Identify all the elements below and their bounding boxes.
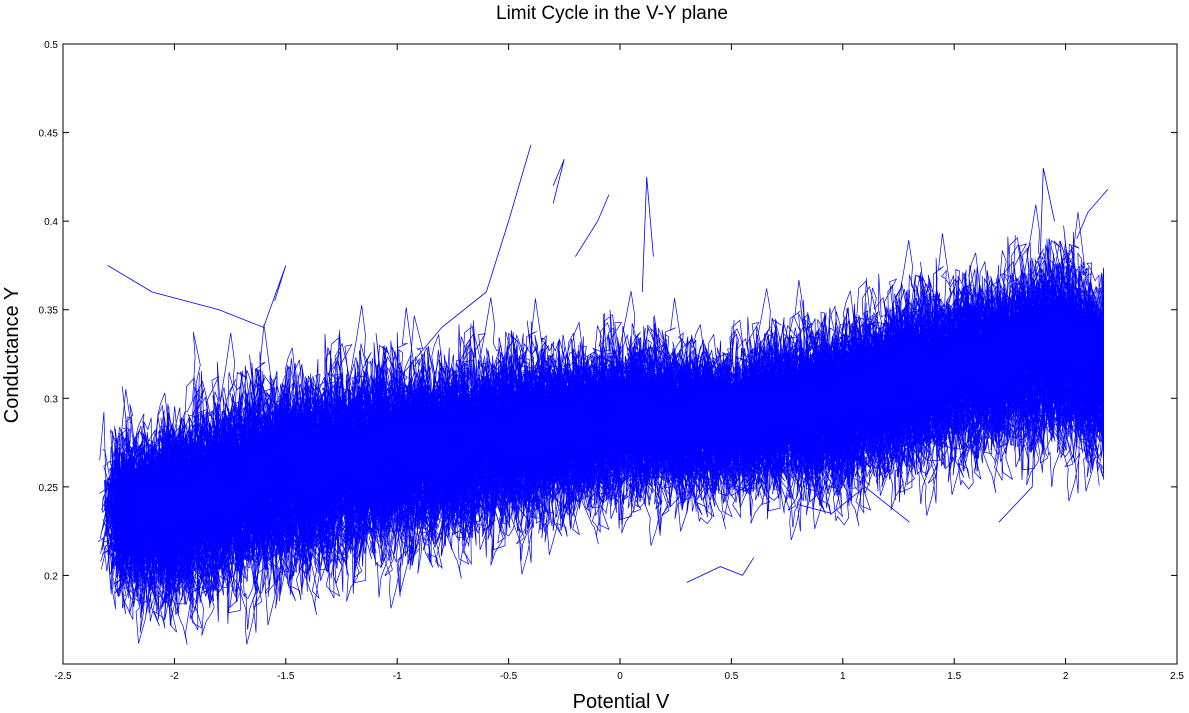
y-tick-label: 0.2 [44, 571, 58, 582]
y-tick-label: 0.45 [39, 129, 59, 140]
plot-area [97, 144, 1109, 645]
x-tick-label: 1 [840, 671, 846, 682]
x-tick-label: -2.5 [54, 671, 72, 682]
x-tick-label: 0.5 [724, 671, 738, 682]
outlier-trace [552, 158, 565, 204]
outlier-trace [798, 486, 910, 523]
y-tick-label: 0.5 [44, 40, 58, 51]
y-axis-title: Conductance Y [1, 287, 23, 423]
trajectory-line [121, 271, 1104, 587]
y-tick-label: 0.35 [39, 306, 59, 317]
outlier-trace [641, 176, 654, 293]
x-tick-label: -2 [170, 671, 179, 682]
trajectory-line [114, 238, 1104, 557]
x-tick-label: 2 [1063, 671, 1069, 682]
outlier-trace [1076, 189, 1109, 240]
x-tick-label: 1.5 [947, 671, 961, 682]
x-tick-label: -0.5 [500, 671, 518, 682]
x-tick-label: 2.5 [1170, 671, 1184, 682]
trajectory-line [113, 225, 1104, 602]
outlier-trace [686, 557, 755, 583]
outlier-trace [396, 144, 532, 381]
outlier-trace [998, 167, 1055, 523]
trajectory-line [100, 294, 1103, 592]
chart-title: Limit Cycle in the V-Y plane [496, 3, 728, 24]
x-tick-label: -1.5 [277, 671, 295, 682]
outlier-trace [107, 265, 287, 328]
x-tick-label: 0 [617, 671, 623, 682]
outlier-trace [575, 194, 610, 257]
trajectory-line [102, 281, 1100, 608]
y-tick-label: 0.3 [44, 394, 58, 405]
x-tick-label: -1 [393, 671, 402, 682]
y-tick-label: 0.25 [39, 483, 59, 494]
axes: -2.5 -2 -1.5 -1 -0.5 0 0.5 1 1.5 2 2.5 0.2 0.25 0.3 0.… [39, 40, 1185, 682]
trajectory-line [114, 252, 1104, 597]
x-axis-title: Potential V [573, 691, 670, 713]
trajectory-line [104, 281, 1104, 586]
trajectory-line [100, 270, 1104, 575]
trajectory-line [115, 281, 1104, 608]
y-tick-label: 0.4 [44, 217, 58, 228]
